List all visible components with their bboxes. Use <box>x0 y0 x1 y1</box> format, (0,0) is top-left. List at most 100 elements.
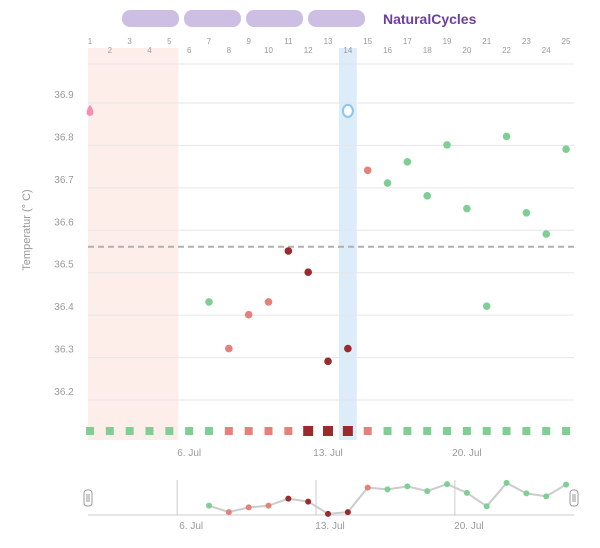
navigator-point <box>245 504 252 511</box>
navigator-point <box>523 490 530 497</box>
temperature-point[interactable] <box>264 298 273 306</box>
temperature-point[interactable] <box>363 166 372 175</box>
day-status-square[interactable] <box>185 427 194 435</box>
temperature-point[interactable] <box>463 204 471 213</box>
temperature-point[interactable] <box>304 268 312 277</box>
navigator-right-handle[interactable] <box>569 489 579 507</box>
cycle-day-label: 2 <box>108 46 113 55</box>
navigator-date-label: 6. Jul <box>179 521 203 532</box>
navigator-point <box>265 502 272 509</box>
y-tick-label: 36.6 <box>54 217 74 228</box>
date-label: 6. Jul <box>177 448 201 459</box>
day-status-square[interactable] <box>443 427 452 435</box>
day-status-square[interactable] <box>205 427 214 435</box>
cycle-day-label: 3 <box>127 37 132 46</box>
temperature-point[interactable] <box>522 208 531 217</box>
navigator-date-label: 13. Jul <box>315 521 344 532</box>
temperature-point[interactable] <box>225 344 233 353</box>
day-status-square[interactable] <box>423 427 432 435</box>
day-status-square[interactable] <box>244 427 253 435</box>
day-status-square[interactable] <box>383 427 392 435</box>
header-pill[interactable] <box>184 10 241 27</box>
header-pill[interactable] <box>308 10 365 27</box>
day-status-square[interactable] <box>502 427 511 435</box>
navigator-left-handle[interactable] <box>83 489 93 507</box>
cycle-day-label: 4 <box>147 46 152 55</box>
day-status-square[interactable] <box>522 427 531 435</box>
header-pill[interactable] <box>246 10 303 27</box>
navigator-date-label: 20. Jul <box>454 521 483 532</box>
cycle-day-label: 24 <box>542 46 551 55</box>
cycle-day-label: 21 <box>482 37 491 46</box>
cycle-day-label: 22 <box>502 46 511 55</box>
cycle-day-label: 9 <box>246 37 251 46</box>
temperature-point[interactable] <box>542 230 551 238</box>
y-tick-label: 36.9 <box>54 90 74 101</box>
cycle-day-axis: 1234567891011121314151617181920212223242… <box>88 37 571 55</box>
date-label: 20. Jul <box>452 448 481 459</box>
navigator-point <box>563 481 570 488</box>
navigator-point <box>404 483 411 490</box>
cycle-day-label: 10 <box>264 46 273 55</box>
header-pill[interactable] <box>122 10 179 27</box>
temperature-point[interactable] <box>562 145 570 153</box>
range-navigator[interactable]: 6. Jul 13. Jul 20. Jul <box>83 479 579 532</box>
y-tick-label: 36.7 <box>54 175 74 186</box>
day-status-square[interactable] <box>462 427 471 435</box>
day-status-square[interactable] <box>303 426 314 436</box>
cycle-day-label: 8 <box>227 46 232 55</box>
cycle-day-label: 17 <box>403 37 412 46</box>
cycle-day-label: 5 <box>167 37 172 46</box>
y-axis: 36.2 36.3 36.4 36.5 36.6 36.7 36.8 36.9 <box>54 90 74 398</box>
day-status-square[interactable] <box>403 427 412 435</box>
navigator-point <box>384 486 391 493</box>
cycle-day-label: 12 <box>304 46 313 55</box>
navigator-point <box>444 481 451 488</box>
y-axis-label: Temperatur (° C) <box>21 189 33 270</box>
day-status-square[interactable] <box>85 427 94 435</box>
day-status-square[interactable] <box>284 427 293 435</box>
day-status-square[interactable] <box>145 427 154 435</box>
temperature-point[interactable] <box>502 132 511 141</box>
y-tick-label: 36.2 <box>54 387 74 398</box>
day-status-square[interactable] <box>224 427 233 435</box>
day-status-square[interactable] <box>342 426 353 436</box>
temperature-point[interactable] <box>423 192 432 200</box>
temperature-points[interactable] <box>205 132 570 366</box>
temperature-point[interactable] <box>383 179 392 187</box>
grid-lines <box>88 63 574 401</box>
temperature-point[interactable] <box>205 298 213 306</box>
navigator-point <box>206 502 213 509</box>
day-status-square[interactable] <box>105 427 114 435</box>
navigator-point <box>503 479 510 486</box>
day-status-square[interactable] <box>562 427 571 435</box>
cycle-day-label: 19 <box>443 37 452 46</box>
cycle-day-label: 20 <box>462 46 471 55</box>
temperature-point[interactable] <box>403 158 412 166</box>
day-status-square[interactable] <box>482 427 491 435</box>
navigator-point <box>364 484 371 491</box>
temperature-point[interactable] <box>324 357 332 366</box>
temperature-point[interactable] <box>344 344 352 353</box>
cycle-day-label: 23 <box>522 37 531 46</box>
day-status-square[interactable] <box>165 427 174 435</box>
temperature-point[interactable] <box>284 247 293 255</box>
temperature-point[interactable] <box>244 310 253 319</box>
temperature-point[interactable] <box>482 302 491 310</box>
header-pills[interactable] <box>122 10 365 27</box>
day-status-square[interactable] <box>264 427 273 435</box>
ovulation-egg-icon <box>341 103 354 118</box>
day-status-square[interactable] <box>323 426 334 436</box>
day-status-square[interactable] <box>542 427 551 435</box>
cycle-bands <box>88 48 357 440</box>
cycle-day-label: 7 <box>207 37 212 46</box>
ovulation-band <box>338 48 357 440</box>
temperature-point[interactable] <box>443 141 451 149</box>
cycle-day-label: 13 <box>324 37 333 46</box>
period-band <box>88 48 179 440</box>
navigator-point <box>344 509 351 516</box>
day-status-square[interactable] <box>125 427 134 435</box>
day-status-square[interactable] <box>363 427 372 435</box>
navigator-point <box>424 488 431 495</box>
day-status-squares[interactable] <box>85 426 571 436</box>
